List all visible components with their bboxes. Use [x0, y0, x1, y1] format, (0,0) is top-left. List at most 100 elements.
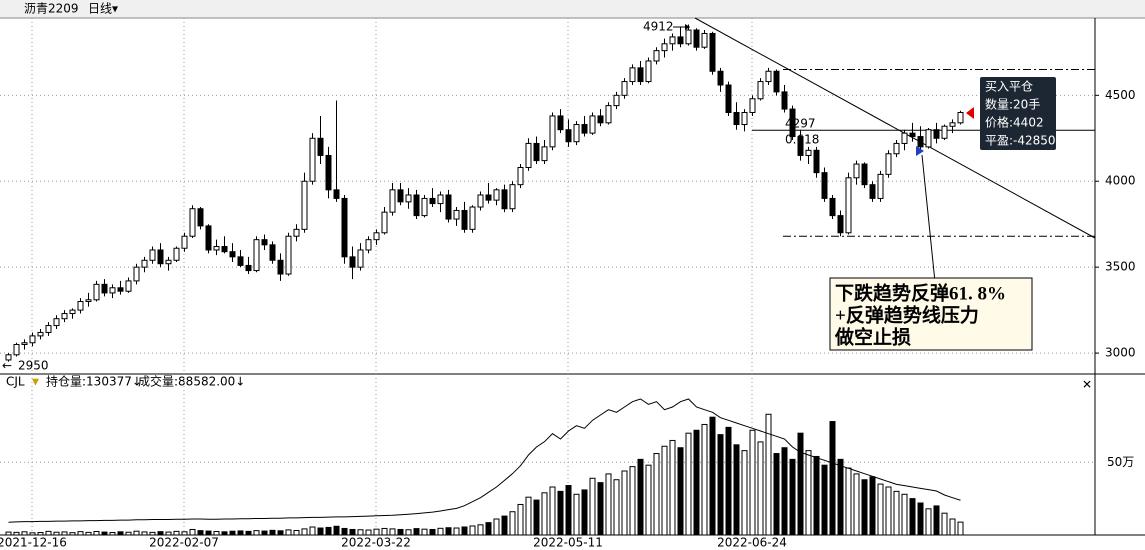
note-text: 做空止损: [834, 325, 911, 348]
symbol[interactable]: 沥青2209: [24, 2, 79, 16]
volume-bar: [541, 492, 548, 536]
candle-body: [685, 29, 692, 45]
volume-bar: [229, 530, 236, 536]
volume-bar: [245, 530, 252, 536]
low-label: 2950: [18, 359, 49, 373]
volume-bar: [861, 479, 868, 536]
candle-body: [413, 194, 420, 217]
volume-bar: [397, 528, 404, 536]
candle-body: [565, 129, 572, 143]
volume-bar: [565, 485, 572, 536]
volume-bar: [149, 531, 156, 536]
candle-body: [693, 29, 700, 48]
volume-bar: [93, 531, 100, 536]
candle-body: [877, 173, 884, 199]
trade-text: 数量:20手: [985, 97, 1040, 112]
candle-body: [645, 60, 652, 83]
volume-bar: [69, 532, 76, 536]
volume-bar: [469, 525, 476, 536]
volume-bar: [141, 531, 148, 536]
candle-body: [717, 70, 724, 86]
candle-body: [893, 142, 900, 155]
candle-body: [557, 115, 564, 131]
volume-bar: [405, 529, 412, 536]
candle-body: [357, 249, 364, 268]
candle-body: [821, 172, 828, 199]
candle-body: [397, 189, 404, 203]
volume-bar: [325, 526, 332, 536]
candle-body: [653, 50, 660, 62]
candle-body: [957, 112, 964, 124]
candle-body: [909, 132, 916, 138]
candle-body: [109, 287, 116, 294]
candle-body: [493, 189, 500, 201]
trade-text: 平盈:-42850: [985, 134, 1056, 148]
candle-body: [117, 287, 124, 292]
volume-bar: [829, 421, 836, 536]
x-tick-label: 2022-05-11: [533, 536, 603, 550]
candle-body: [469, 206, 476, 230]
candle-body: [845, 177, 852, 234]
header-bar: [0, 0, 1145, 18]
period[interactable]: 日线▾: [88, 2, 118, 16]
volume-bar: [621, 470, 628, 536]
volume-bar: [901, 493, 908, 536]
note-box: [829, 277, 1033, 351]
volume-bar: [37, 532, 44, 536]
candle-body: [637, 67, 644, 83]
vol-status: 成交量:88582.00↓: [138, 374, 245, 389]
volume-bar: [709, 416, 716, 536]
volume-bar: [685, 432, 692, 536]
dropdown[interactable]: ▼: [32, 378, 39, 388]
candle-body: [789, 108, 796, 138]
candle-body: [325, 154, 332, 191]
volume-bar: [605, 473, 612, 536]
candle-body: [237, 256, 244, 266]
volume-bar: [629, 466, 636, 536]
fib-ratio: 0.618: [785, 133, 819, 147]
volume-bar: [669, 439, 676, 536]
candle-body: [509, 184, 516, 210]
volume-bar: [189, 528, 196, 536]
trade-text: 买入平仓: [985, 80, 1033, 94]
candle-body: [53, 318, 60, 327]
candle-body: [725, 84, 732, 114]
volume-bar: [285, 529, 292, 536]
candle-body: [477, 194, 484, 208]
volume-bar: [61, 531, 68, 536]
volume-bar: [453, 527, 460, 536]
candle-body: [517, 166, 524, 186]
close-button[interactable]: ✕: [1082, 378, 1092, 392]
indicator[interactable]: CJL: [6, 375, 25, 389]
volume-bar: [773, 453, 780, 536]
candle-body: [229, 251, 236, 258]
candle-body: [429, 197, 436, 205]
candle-body: [277, 259, 284, 275]
volume-bar: [445, 527, 452, 536]
candle-body: [549, 115, 556, 148]
candle-body: [389, 189, 396, 213]
volume-bar: [765, 413, 772, 536]
volume-bar: [181, 531, 188, 536]
trade-box: [980, 77, 1056, 150]
candle-body: [581, 124, 588, 134]
volume-bar: [261, 530, 268, 536]
volume-bar: [349, 528, 356, 536]
candle-body: [197, 208, 204, 227]
candle-body: [533, 142, 540, 162]
arrow: ←: [2, 359, 12, 373]
candle-body: [405, 194, 412, 203]
y-tick-label: 3000: [1105, 346, 1136, 360]
volume-bar: [85, 531, 92, 536]
candle-body: [773, 70, 780, 93]
volume-bar: [693, 429, 700, 536]
volume-bar: [109, 532, 116, 536]
candle-body: [341, 197, 348, 258]
y-tick-label: 4500: [1105, 88, 1136, 102]
volume-bar: [573, 493, 580, 536]
volume-bar: [701, 423, 708, 536]
candle-body: [245, 264, 252, 272]
volume-bar: [749, 429, 756, 536]
candle-body: [709, 32, 716, 72]
